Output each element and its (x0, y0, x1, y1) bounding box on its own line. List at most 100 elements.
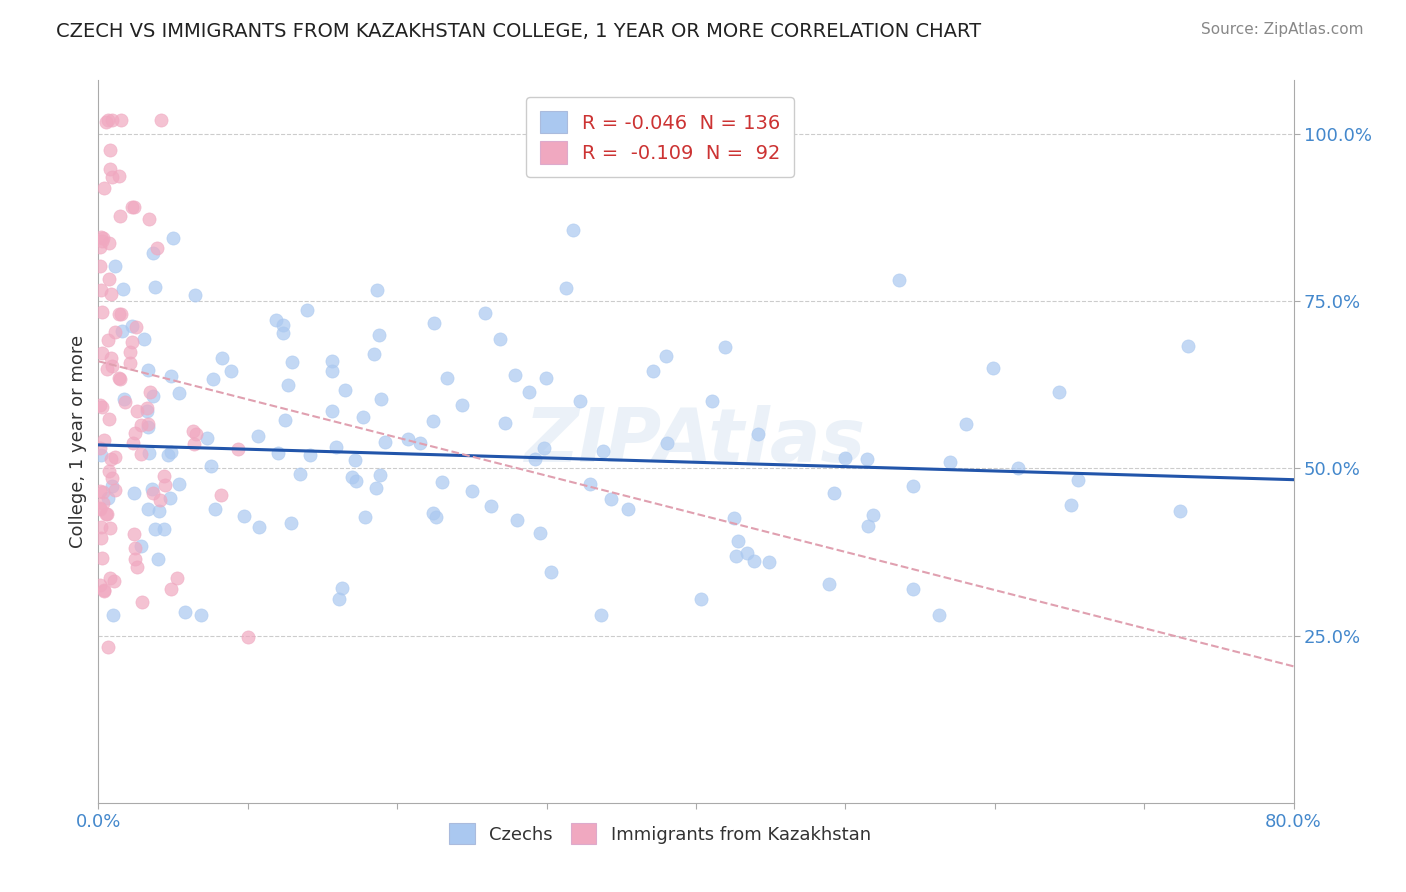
Point (247, 520, 270, 534)
Point (536, 371, 558, 385)
Point (112, 282, 135, 296)
Point (568, 394, 591, 409)
Point (1007, 461, 1029, 475)
Point (96, 361, 118, 376)
Point (264, 312, 287, 326)
Point (290, 467, 312, 481)
Point (98, 144, 121, 158)
Text: CZECH VS IMMIGRANTS FROM KAZAKHSTAN COLLEGE, 1 YEAR OR MORE CORRELATION CHART: CZECH VS IMMIGRANTS FROM KAZAKHSTAN COLL… (56, 22, 981, 41)
Point (103, 608, 125, 623)
Point (136, 417, 159, 432)
Point (114, 395, 136, 409)
Point (136, 420, 159, 434)
Point (219, 364, 242, 378)
Point (142, 486, 165, 500)
Point (325, 440, 347, 454)
Point (135, 401, 157, 415)
Point (139, 385, 162, 400)
Point (523, 451, 546, 466)
Point (97, 640, 120, 654)
Point (160, 582, 183, 597)
Point (901, 582, 924, 596)
Point (600, 491, 623, 506)
Point (91, 234, 114, 248)
Point (90, 519, 112, 533)
Point (152, 522, 174, 536)
Point (89, 449, 111, 463)
Point (321, 404, 343, 418)
Point (396, 432, 419, 446)
Point (451, 398, 474, 412)
Point (91, 551, 114, 566)
Point (100, 351, 122, 365)
Point (209, 488, 232, 502)
Point (142, 389, 165, 403)
Point (856, 519, 879, 533)
Point (138, 212, 160, 227)
Point (183, 288, 205, 302)
Point (93, 583, 115, 598)
Point (91, 346, 114, 360)
Point (422, 506, 444, 520)
Point (1060, 498, 1083, 512)
Text: Source: ZipAtlas.com: Source: ZipAtlas.com (1201, 22, 1364, 37)
Point (100, 287, 122, 301)
Point (1170, 504, 1192, 518)
Point (121, 318, 143, 333)
Point (90, 531, 112, 545)
Point (321, 354, 343, 368)
Point (955, 417, 977, 431)
Point (617, 501, 640, 516)
Point (901, 479, 924, 493)
Point (589, 608, 612, 623)
Point (136, 404, 159, 418)
Point (200, 458, 222, 473)
Point (125, 560, 148, 574)
Point (408, 436, 430, 450)
Point (423, 316, 446, 330)
Point (370, 392, 392, 406)
Point (108, 307, 131, 321)
Point (159, 445, 181, 459)
Point (97, 491, 120, 505)
Point (97, 113, 120, 128)
Point (90, 305, 112, 319)
Point (93, 181, 115, 195)
Point (110, 113, 132, 128)
Point (422, 414, 444, 428)
Point (104, 325, 127, 339)
Point (887, 273, 910, 287)
Point (162, 230, 184, 244)
Point (735, 546, 758, 560)
Point (363, 347, 385, 361)
Point (110, 308, 132, 322)
Point (150, 113, 173, 128)
Point (232, 508, 254, 523)
Point (540, 565, 562, 579)
Y-axis label: College, 1 year or more: College, 1 year or more (69, 335, 87, 548)
Point (364, 481, 387, 495)
Point (494, 416, 516, 430)
Point (342, 470, 364, 484)
Point (91, 400, 114, 414)
Point (724, 549, 747, 563)
Point (153, 468, 176, 483)
Point (90, 284, 112, 298)
Point (506, 513, 529, 527)
Legend: Czechs, Immigrants from Kazakhstan: Czechs, Immigrants from Kazakhstan (443, 816, 877, 852)
Point (101, 359, 124, 373)
Point (122, 200, 145, 214)
Point (101, 113, 124, 128)
Point (125, 404, 148, 418)
Point (121, 200, 143, 214)
Point (723, 511, 745, 525)
Point (700, 394, 723, 409)
Point (529, 526, 551, 541)
Point (112, 392, 135, 406)
Point (145, 241, 167, 255)
Point (131, 595, 153, 609)
Point (122, 527, 145, 541)
Point (100, 451, 122, 466)
Point (89, 500, 111, 515)
Point (655, 436, 678, 450)
